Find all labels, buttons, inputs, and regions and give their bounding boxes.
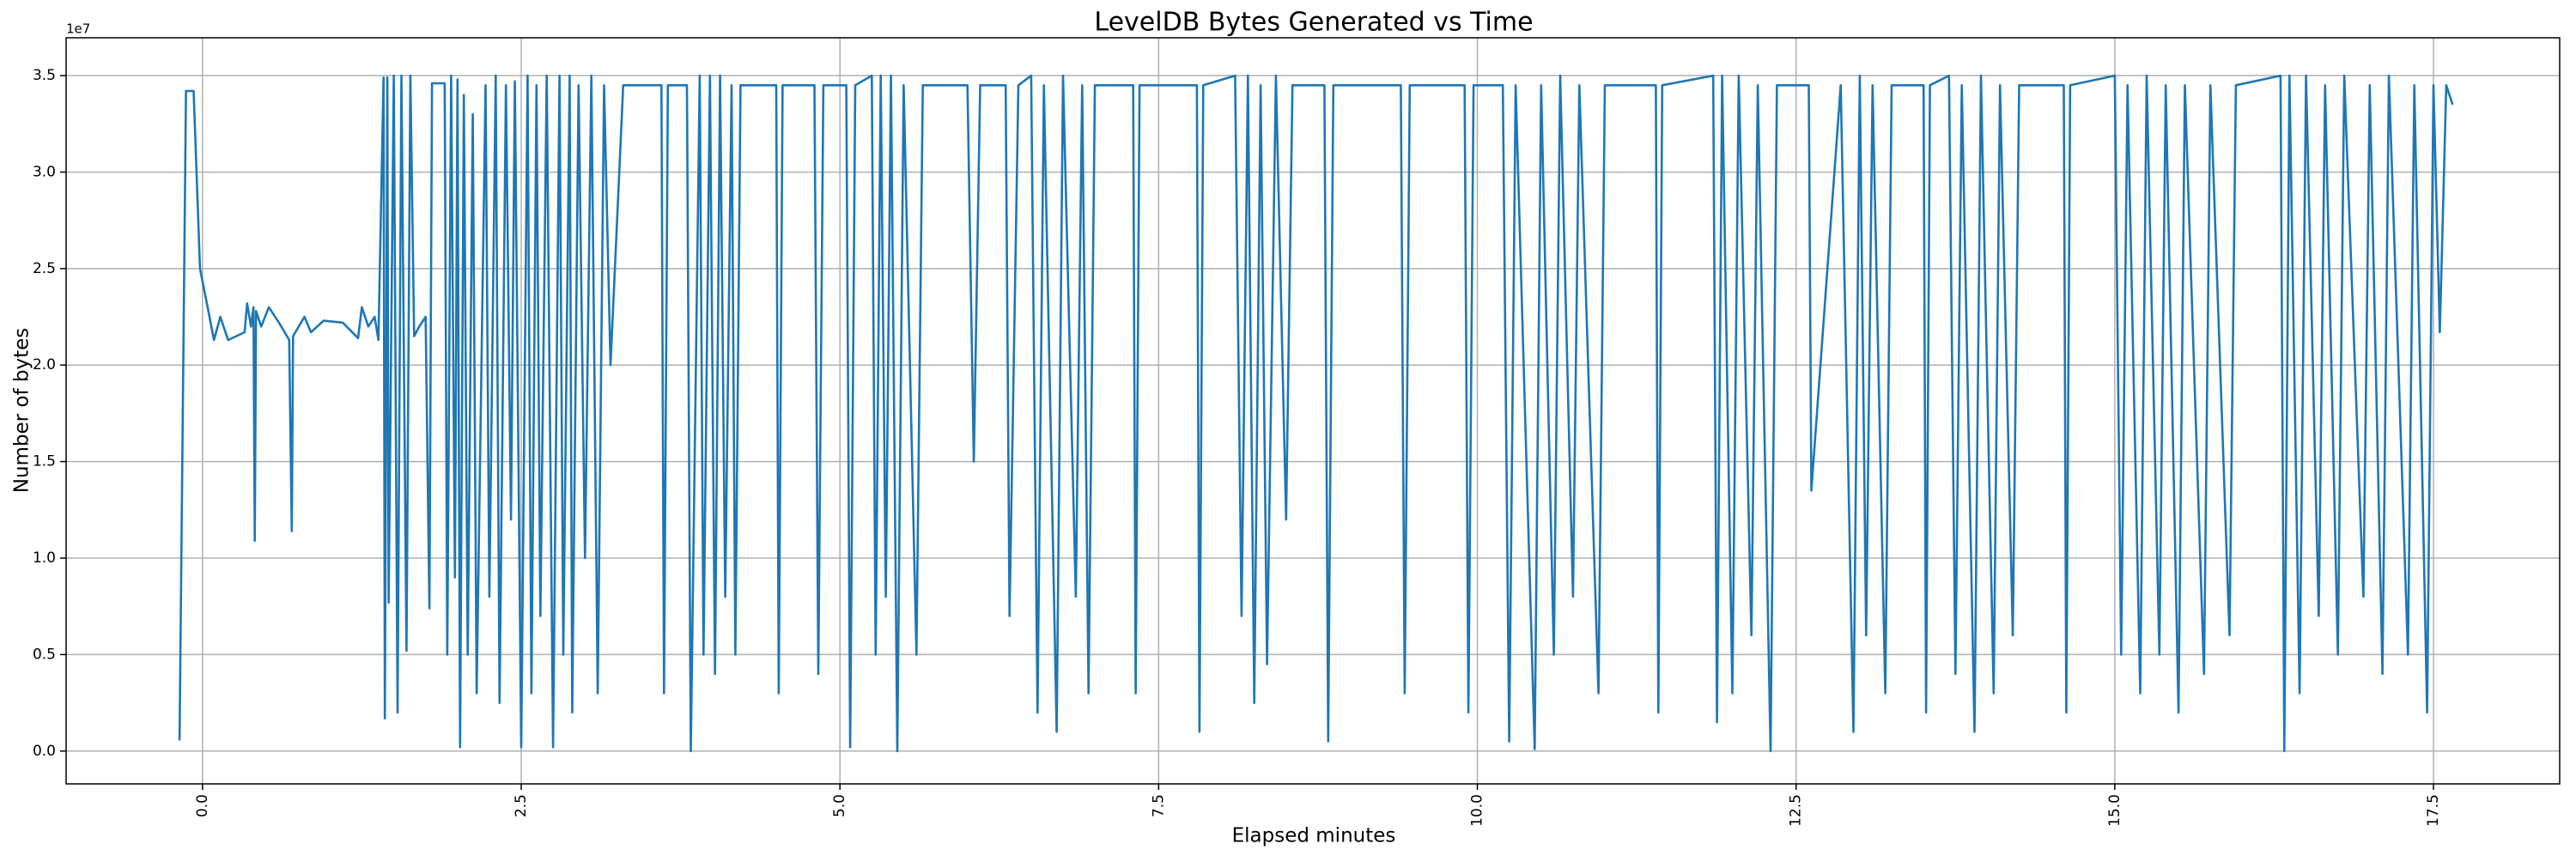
y-tick-label: 1.0 — [33, 549, 56, 567]
data-line — [178, 74, 2454, 753]
y-tick-label: 3.5 — [33, 67, 56, 84]
x-tick-label: 2.5 — [513, 794, 530, 817]
x-tick-label: 15.0 — [2106, 794, 2123, 827]
y-tick-label: 2.0 — [33, 356, 56, 373]
x-tick-label: 7.5 — [1150, 794, 1167, 817]
chart-title: LevelDB Bytes Generated vs Time — [1094, 8, 1533, 38]
y-tick-label: 2.5 — [33, 260, 56, 277]
plot-frame — [65, 37, 2561, 785]
y-tick-label: 1.5 — [33, 453, 56, 470]
x-tick-label: 10.0 — [1469, 794, 1486, 827]
y-tick-label: 0.0 — [33, 743, 56, 760]
y-tick-label: 0.5 — [33, 646, 56, 663]
x-axis-label: Elapsed minutes — [1232, 825, 1396, 847]
y-offset-label: 1e7 — [66, 21, 90, 37]
x-tick-label: 0.0 — [194, 794, 211, 817]
y-tick-label: 3.0 — [33, 163, 56, 180]
x-tick-label: 5.0 — [831, 794, 848, 817]
x-tick-label: 12.5 — [1788, 794, 1805, 827]
x-tick-label: 17.5 — [2425, 794, 2442, 827]
y-axis-label: Number of bytes — [11, 328, 33, 494]
